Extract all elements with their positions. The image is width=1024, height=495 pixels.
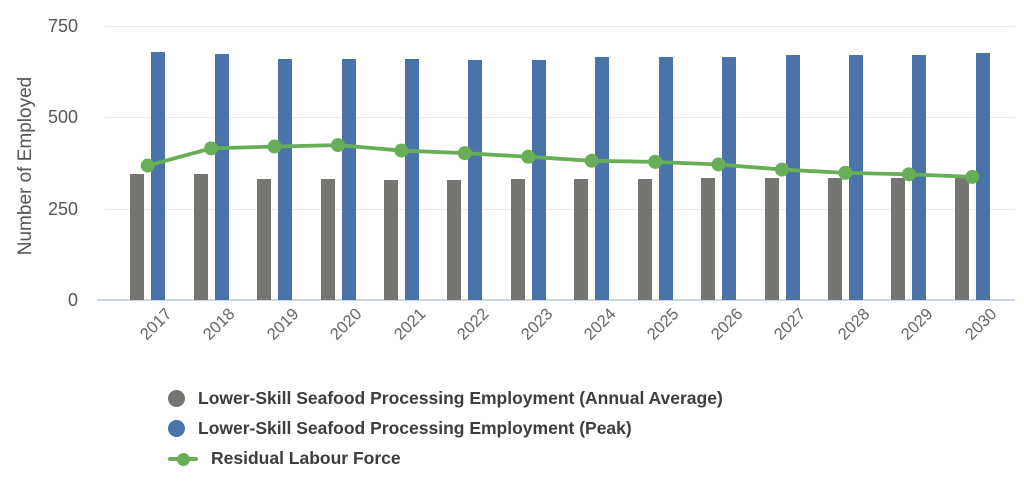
legend-label-residual-labour-force: Residual Labour Force [211, 448, 401, 468]
x-tick-2023: 2023 [517, 305, 557, 344]
line-point-2018 [204, 141, 219, 156]
bar-annual-average-2030 [954, 177, 969, 300]
bar-peak-2026 [722, 56, 737, 300]
legend-label-peak: Lower-Skill Seafood Processing Employmen… [198, 418, 632, 438]
bar-peak-2022 [468, 59, 483, 300]
bar-peak-2018 [214, 54, 229, 300]
bar-annual-average-2020 [320, 179, 335, 300]
y-axis-tick-labels: 0 250 500 750 [20, 17, 78, 309]
x-tick-2027: 2027 [771, 305, 810, 344]
gridline-250 [105, 208, 1015, 210]
legend-item-peak[interactable]: Lower-Skill Seafood Processing Employmen… [168, 418, 723, 439]
bar-annual-average-2026 [701, 178, 716, 300]
bar-peak-2021 [404, 59, 419, 300]
bar-annual-average-2025 [637, 178, 652, 300]
line-point-2030 [965, 169, 980, 184]
y-tick-500: 500 [47, 107, 78, 128]
bar-annual-average-2022 [447, 179, 462, 300]
line-point-2029 [901, 167, 916, 182]
x-tick-2025: 2025 [644, 305, 683, 344]
legend-marker-peak-icon [168, 420, 185, 437]
x-tick-2030: 2030 [961, 305, 1001, 344]
bar-annual-average-2023 [510, 179, 525, 300]
bar-peak-2030 [975, 53, 990, 300]
x-tick-2028: 2028 [834, 305, 874, 344]
line-point-2020 [331, 138, 345, 153]
y-tick-250: 250 [47, 198, 78, 219]
x-tick-2024: 2024 [580, 305, 620, 344]
y-tick-750: 750 [47, 16, 78, 36]
bar-annual-average-2029 [891, 177, 906, 300]
bar-peak-2019 [278, 58, 293, 300]
bar-annual-average-2027 [764, 177, 779, 300]
bar-annual-average-2021 [383, 179, 398, 300]
x-axis-tick-labels: 2017 2018 2019 2020 2021 2022 2023 2024 2025 2026… [105, 305, 1015, 377]
line-point-2023 [521, 149, 536, 164]
bar-annual-average-2019 [257, 179, 272, 300]
x-tick-2021: 2021 [390, 305, 430, 344]
x-tick-2019: 2019 [263, 305, 303, 344]
line-point-2024 [584, 153, 599, 168]
bar-peak-2029 [912, 55, 927, 300]
bar-peak-2023 [531, 59, 546, 300]
line-point-2021 [394, 143, 409, 158]
plot-area [97, 26, 1015, 301]
x-tick-2026: 2026 [707, 305, 747, 344]
x-tick-2029: 2029 [897, 305, 937, 344]
line-point-2027 [775, 162, 789, 177]
bar-peak-2024 [595, 57, 610, 300]
chart-legend: Lower-Skill Seafood Processing Employmen… [168, 388, 723, 469]
line-point-2028 [838, 165, 853, 180]
line-point-2025 [648, 154, 663, 169]
bar-annual-average-2017 [130, 173, 145, 300]
legend-marker-annual-average-icon [168, 390, 185, 407]
gridline-500 [105, 117, 1015, 119]
bar-annual-average-2028 [827, 177, 842, 300]
x-tick-2020: 2020 [327, 305, 366, 344]
bar-peak-2017 [151, 52, 166, 300]
x-tick-2018: 2018 [200, 305, 239, 344]
gridline-750 [105, 26, 1015, 27]
legend-marker-residual-labour-force-icon [168, 450, 198, 467]
residual-labour-force-line [140, 138, 980, 184]
line-point-2019 [267, 139, 282, 154]
bar-annual-average-2018 [193, 174, 208, 300]
bar-annual-average-2024 [574, 178, 589, 300]
legend-label-annual-average: Lower-Skill Seafood Processing Employmen… [198, 388, 723, 408]
x-tick-2022: 2022 [453, 305, 493, 344]
line-point-2026 [711, 157, 726, 172]
line-point-2017 [140, 158, 155, 173]
legend-item-annual-average[interactable]: Lower-Skill Seafood Processing Employmen… [168, 388, 723, 409]
bar-peak-2025 [658, 57, 673, 300]
bar-peak-2027 [785, 54, 800, 300]
line-point-2022 [457, 146, 472, 161]
x-tick-2017: 2017 [136, 305, 176, 344]
legend-item-residual-labour-force[interactable]: Residual Labour Force [168, 448, 723, 469]
bar-peak-2020 [341, 58, 356, 300]
bar-peak-2028 [848, 55, 863, 300]
y-tick-0: 0 [67, 290, 78, 310]
x-axis-line [97, 299, 1015, 301]
